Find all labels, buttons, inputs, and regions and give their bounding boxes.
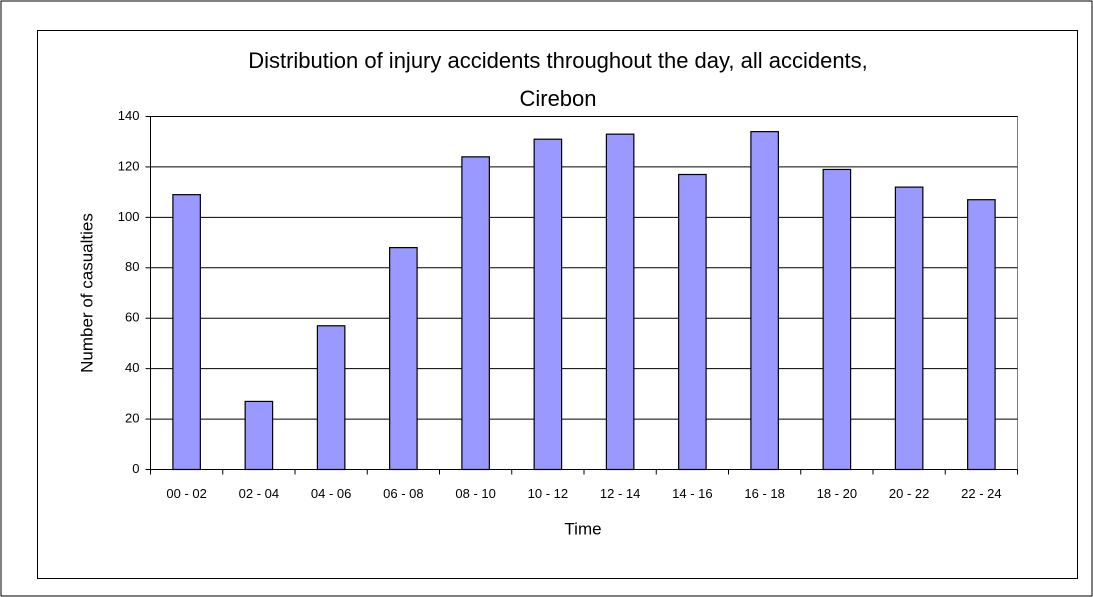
y-tick-label: 100 xyxy=(118,209,140,224)
plot-area xyxy=(150,116,1018,470)
x-tick-label: 14 - 16 xyxy=(672,486,712,501)
bar xyxy=(822,168,852,471)
bar xyxy=(461,156,490,471)
x-tick-label: 22 - 24 xyxy=(961,486,1001,501)
y-axis-label: Number of casualties xyxy=(77,213,96,373)
bar xyxy=(750,131,779,471)
y-tick-label: 120 xyxy=(118,158,140,173)
bar xyxy=(678,173,707,471)
chart-title: Distribution of injury accidents through… xyxy=(248,48,868,73)
y-tick-label: 60 xyxy=(125,310,139,325)
y-tick-label: 40 xyxy=(125,360,139,375)
x-tick-label: 12 - 14 xyxy=(600,486,640,501)
bar xyxy=(389,247,418,471)
x-tick-label: 06 - 08 xyxy=(383,486,423,501)
x-tick-label: 16 - 18 xyxy=(744,486,784,501)
bar xyxy=(894,186,924,471)
x-tick-label: 08 - 10 xyxy=(455,486,495,501)
bar xyxy=(316,325,346,471)
x-tick-label: 18 - 20 xyxy=(817,486,857,501)
y-tick-label: 80 xyxy=(125,259,139,274)
x-tick-label: 00 - 02 xyxy=(166,486,206,501)
bar xyxy=(533,138,563,471)
x-tick-label: 20 - 22 xyxy=(889,486,929,501)
x-tick-label: 04 - 06 xyxy=(311,486,351,501)
x-axis-label: Time xyxy=(564,519,601,538)
bar xyxy=(172,194,201,471)
x-tick-label: 02 - 04 xyxy=(239,486,279,501)
bar xyxy=(605,133,635,471)
x-tick-label: 10 - 12 xyxy=(528,486,568,501)
bar xyxy=(244,400,274,471)
y-tick-label: 20 xyxy=(125,411,139,426)
chart-title: Cirebon xyxy=(519,86,596,111)
bar xyxy=(967,199,996,471)
y-tick-label: 140 xyxy=(118,108,140,123)
y-tick-label: 0 xyxy=(132,461,139,476)
